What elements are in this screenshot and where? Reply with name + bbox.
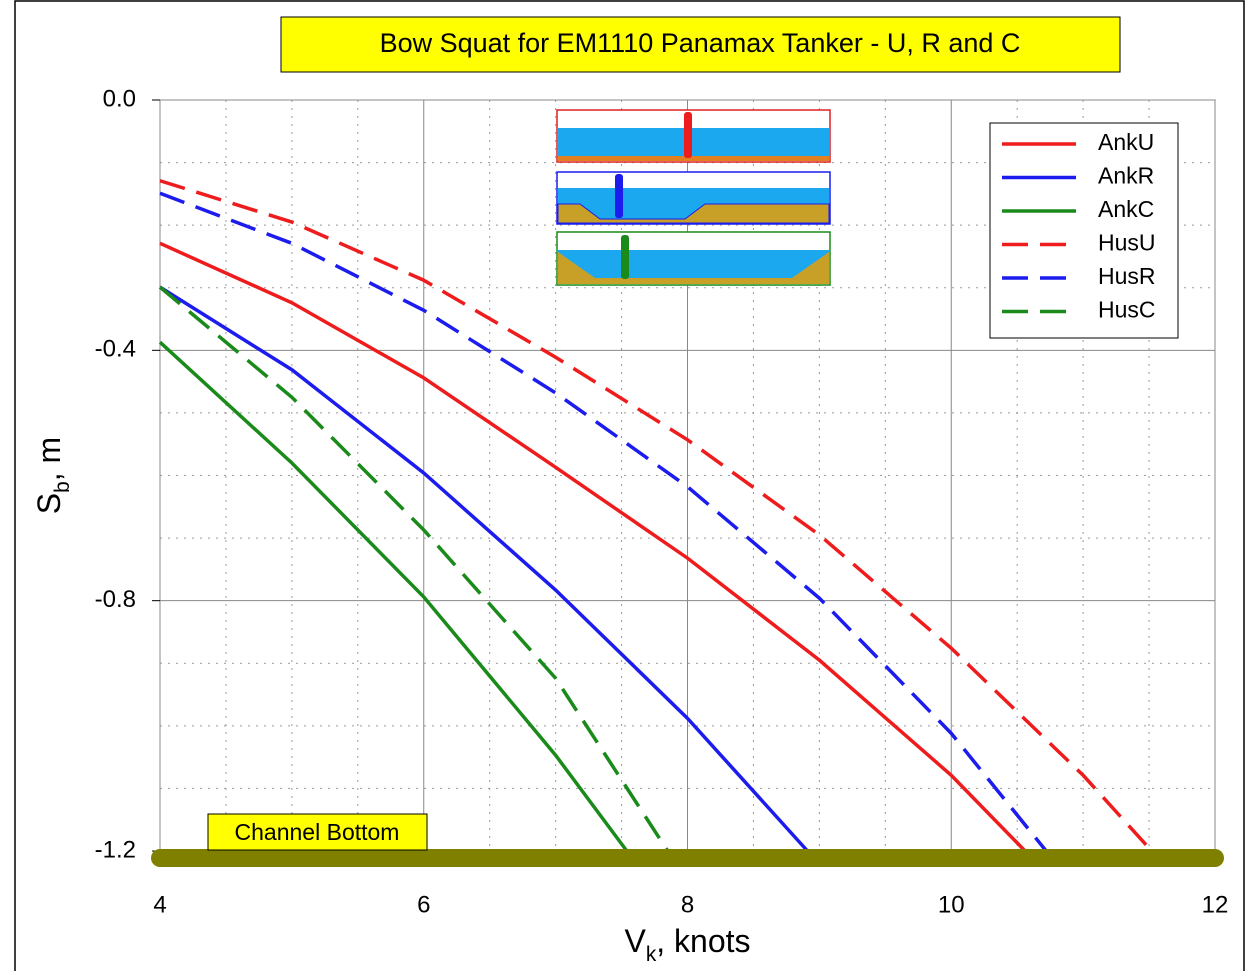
x-tick-label: 6 [417, 891, 430, 918]
x-axis-label: Vk, knots [624, 923, 750, 966]
bed [557, 203, 830, 224]
x-tick-label: 4 [153, 891, 166, 918]
title-box [280, 16, 1121, 73]
water [558, 128, 829, 156]
legend-label: HusR [1098, 263, 1156, 289]
ship [684, 112, 692, 158]
bed [558, 252, 829, 284]
y-axis-label-part: S [31, 493, 67, 514]
legend-label: AnkU [1098, 129, 1154, 155]
y-tick-label: -0.4 [95, 336, 136, 363]
series-line [159, 241, 1027, 853]
x-tick-label: 8 [681, 891, 694, 918]
chart-title: Bow Squat for EM1110 Panamax Tanker - U,… [380, 28, 1021, 58]
legend-label: AnkR [1098, 163, 1154, 189]
schematics [556, 109, 831, 286]
y-axis-label-part: , m [31, 437, 67, 481]
y-axis-label: Sb, m [31, 437, 74, 514]
y-tick-label: -1.2 [95, 836, 136, 863]
ship [615, 174, 623, 218]
series-line [159, 179, 1153, 853]
ship [621, 235, 629, 279]
x-axis-label-part: k [646, 943, 657, 966]
x-tick-label: 12 [1202, 891, 1229, 918]
series-line [158, 285, 670, 852]
y-axis-label-part: b [51, 481, 74, 493]
legend-label: AnkC [1098, 196, 1154, 222]
x-tick-label: 10 [938, 891, 965, 918]
bed [558, 156, 829, 161]
annotation-text: Channel Bottom [235, 819, 400, 845]
legend-box [989, 122, 1179, 339]
annotation-box [207, 813, 428, 851]
series-line [159, 285, 809, 853]
x-axis-label-part: V [624, 923, 646, 959]
y-tick-label: -0.8 [95, 586, 136, 613]
plot-area [152, 99, 1216, 859]
series-line [159, 191, 1048, 853]
y-tick-label: 0.0 [103, 85, 136, 112]
x-axis-label-part: , knots [656, 923, 750, 959]
legend-label: HusC [1098, 297, 1156, 323]
series-line [158, 340, 629, 853]
legend-label: HusU [1098, 230, 1156, 256]
